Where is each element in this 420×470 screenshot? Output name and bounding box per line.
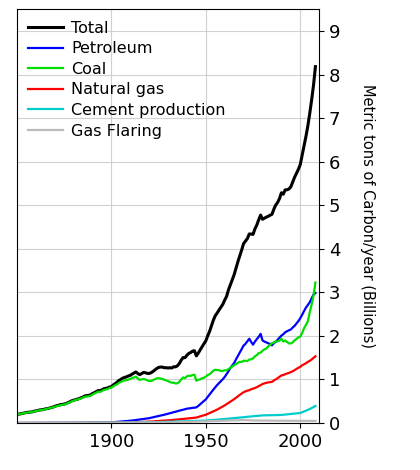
Cement production (313, 403, 318, 409)
Line: Gas Flaring: Gas Flaring (17, 420, 315, 423)
Cement production (134, 420, 139, 425)
Cement production (14, 420, 19, 426)
Coal (205, 372, 210, 378)
Line: Petroleum: Petroleum (17, 293, 315, 423)
Coal (97, 389, 102, 395)
Natural gas (97, 420, 102, 426)
Petroleum (313, 290, 318, 296)
Line: Cement production: Cement production (17, 406, 315, 423)
Total (14, 412, 19, 417)
Cement production (232, 415, 237, 421)
Cement production (205, 418, 210, 423)
Cement production (97, 420, 102, 426)
Natural gas (266, 380, 271, 385)
Gas Flaring (232, 417, 237, 423)
Natural gas (134, 419, 139, 425)
Gas Flaring (241, 417, 246, 423)
Gas Flaring (313, 418, 318, 424)
Gas Flaring (268, 418, 273, 423)
Total (313, 64, 318, 70)
Coal (134, 374, 139, 379)
Gas Flaring (111, 420, 116, 425)
Total (232, 272, 237, 277)
Coal (14, 412, 19, 417)
Coal (266, 344, 271, 349)
Petroleum (14, 420, 19, 426)
Total (134, 369, 139, 375)
Petroleum (97, 420, 102, 425)
Total (205, 333, 210, 339)
Coal (232, 362, 237, 368)
Natural gas (313, 353, 318, 359)
Y-axis label: Metric tons of Carbon/year (Billions): Metric tons of Carbon/year (Billions) (360, 84, 375, 348)
Gas Flaring (14, 420, 19, 426)
Natural gas (111, 420, 116, 426)
Legend: Total, Petroleum, Coal, Natural gas, Cement production, Gas Flaring: Total, Petroleum, Coal, Natural gas, Cem… (25, 17, 229, 142)
Natural gas (232, 396, 237, 402)
Gas Flaring (134, 420, 139, 425)
Coal (111, 384, 116, 389)
Line: Total: Total (17, 67, 315, 415)
Total (111, 382, 116, 388)
Natural gas (14, 420, 19, 426)
Petroleum (232, 360, 237, 366)
Total (97, 388, 102, 393)
Petroleum (266, 340, 271, 346)
Gas Flaring (205, 418, 210, 424)
Petroleum (205, 394, 210, 399)
Petroleum (134, 417, 139, 423)
Coal (313, 280, 318, 285)
Gas Flaring (97, 420, 102, 425)
Natural gas (205, 411, 210, 417)
Cement production (111, 420, 116, 425)
Line: Natural gas: Natural gas (17, 356, 315, 423)
Petroleum (111, 419, 116, 425)
Line: Coal: Coal (17, 282, 315, 415)
Cement production (266, 413, 271, 418)
Total (266, 213, 271, 219)
